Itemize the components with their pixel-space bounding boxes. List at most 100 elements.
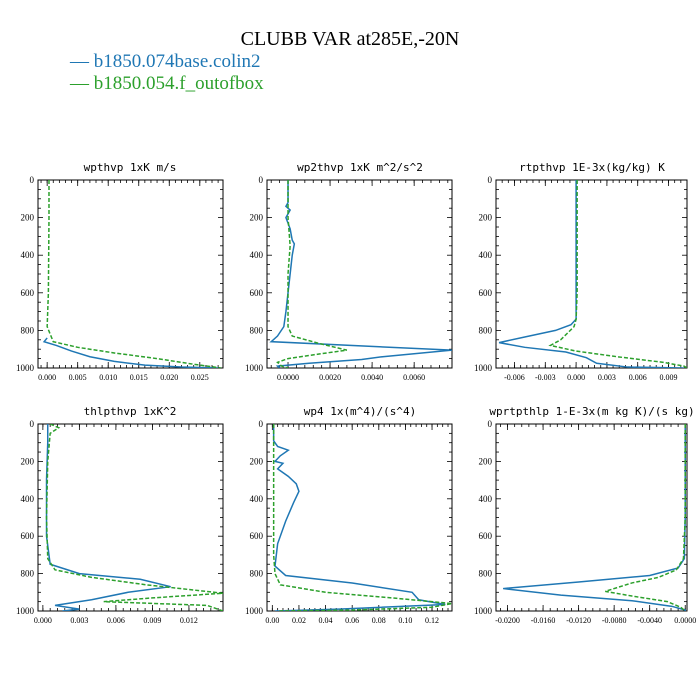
y-tick-label: 600	[250, 288, 264, 298]
panel-title: wpthvp 1xK m/s	[84, 161, 177, 174]
y-tick-label: 200	[479, 456, 493, 466]
plot-frame	[266, 423, 453, 612]
series-base-line	[272, 424, 446, 611]
x-tick-label: 0.012	[180, 616, 198, 625]
x-tick-label: -0.003	[535, 373, 556, 382]
y-tick-label: 800	[21, 325, 35, 335]
x-tick-label: 0.06	[345, 616, 359, 625]
series-base-line	[498, 180, 684, 368]
series-base-line	[42, 337, 219, 368]
y-tick-label: 1000	[245, 606, 264, 616]
x-tick-label: 0.010	[99, 373, 117, 382]
y-tick-label: 400	[250, 250, 264, 260]
x-tick-label: 0.00	[265, 616, 279, 625]
series-outofbox-line	[45, 424, 223, 611]
y-tick-label: 1000	[474, 363, 493, 373]
panel-title: wp4 1x(m^4)/(s^4)	[304, 405, 417, 418]
y-tick-label: 400	[250, 494, 264, 504]
series-outofbox-line	[548, 180, 687, 368]
y-tick-label: 200	[21, 456, 35, 466]
x-tick-label: -0.0200	[495, 616, 520, 625]
x-tick-label: 0.025	[191, 373, 209, 382]
y-tick-label: 400	[21, 250, 35, 260]
y-tick-label: 200	[479, 213, 493, 223]
x-tick-label: 0.12	[425, 616, 439, 625]
plot-frame	[495, 179, 688, 369]
y-tick-label: 0	[30, 175, 35, 185]
x-tick-label: 0.009	[660, 373, 678, 382]
y-tick-label: 200	[250, 456, 264, 466]
x-tick-label: 0.006	[107, 616, 125, 625]
x-tick-label: 0.005	[69, 373, 87, 382]
y-tick-label: 1000	[474, 606, 493, 616]
x-tick-label: 0.000	[567, 373, 585, 382]
x-tick-label: -0.0120	[566, 616, 591, 625]
x-tick-label: 0.0060	[403, 373, 425, 382]
y-tick-label: 400	[479, 494, 493, 504]
x-tick-label: -0.006	[504, 373, 525, 382]
x-tick-label: 0.0000	[277, 373, 299, 382]
y-tick-label: 0	[259, 419, 264, 429]
panel-2: wp2thvp 1xK m^2/s^2 0 200 400 600 800 1000 0.00…	[245, 161, 453, 382]
series-outofbox-line	[46, 180, 222, 368]
series-base-line	[503, 424, 686, 611]
y-tick-label: 800	[250, 569, 264, 579]
plot-frame	[495, 423, 688, 612]
panel-title: wprtpthlp 1-E-3x(m kg K)/(s kg)	[489, 405, 694, 418]
x-tick-label: -0.0040	[637, 616, 662, 625]
series-outofbox-line	[272, 424, 452, 611]
y-tick-label: 800	[479, 569, 493, 579]
x-tick-label: -0.0160	[531, 616, 556, 625]
x-tick-label: 0.006	[629, 373, 647, 382]
y-tick-label: 800	[250, 325, 264, 335]
x-tick-label: 0.10	[398, 616, 412, 625]
x-tick-label: 0.0040	[361, 373, 383, 382]
panel-6: wprtpthlp 1-E-3x(m kg K)/(s kg)0 200 400 60…	[474, 405, 696, 625]
y-tick-label: 600	[21, 531, 35, 541]
x-tick-label: 0.000	[38, 373, 56, 382]
legend-entry-base: — b1850.074base.colin2	[70, 51, 261, 72]
y-tick-label: 200	[250, 213, 264, 223]
y-tick-label: 600	[479, 288, 493, 298]
y-tick-label: 0	[488, 419, 493, 429]
series-base-line	[269, 180, 452, 368]
y-tick-label: 800	[21, 569, 35, 579]
x-tick-label: 0.0000	[674, 616, 696, 625]
x-tick-label: 0.02	[292, 616, 306, 625]
y-tick-label: 600	[250, 531, 264, 541]
y-tick-label: 1000	[245, 363, 264, 373]
plot-frame	[266, 179, 453, 369]
y-tick-label: 600	[21, 288, 35, 298]
x-tick-label: 0.000	[34, 616, 52, 625]
y-tick-label: 400	[479, 250, 493, 260]
chart-title: CLUBB VAR at285E,-20N	[240, 28, 460, 50]
y-tick-label: 1000	[16, 606, 35, 616]
x-tick-label: 0.04	[319, 616, 333, 625]
panel-title: rtpthvp 1E-3x(kg/kg) K	[519, 161, 665, 174]
x-tick-label: 0.009	[143, 616, 161, 625]
y-tick-label: 0	[30, 419, 35, 429]
x-tick-label: 0.003	[70, 616, 88, 625]
y-tick-label: 400	[21, 494, 35, 504]
y-tick-label: 800	[479, 325, 493, 335]
panel-title: thlpthvp 1xK^2	[84, 405, 177, 418]
y-tick-label: 600	[479, 531, 493, 541]
series-outofbox-line	[276, 180, 348, 368]
y-tick-label: 0	[259, 175, 264, 185]
series-base-line	[45, 424, 171, 611]
panel-3: rtpthvp 1E-3x(kg/kg) K 0 200 400 600 800 1000 -…	[474, 161, 688, 382]
x-tick-label: -0.0080	[602, 616, 627, 625]
y-tick-label: 0	[488, 175, 493, 185]
x-tick-label: 0.08	[372, 616, 386, 625]
series-outofbox-line	[605, 424, 686, 611]
x-tick-label: 0.015	[130, 373, 148, 382]
panel-title: wp2thvp 1xK m^2/s^2	[297, 161, 423, 174]
x-tick-label: 0.020	[160, 373, 178, 382]
y-tick-label: 200	[21, 213, 35, 223]
y-tick-label: 1000	[16, 363, 35, 373]
x-tick-label: 0.0020	[319, 373, 341, 382]
